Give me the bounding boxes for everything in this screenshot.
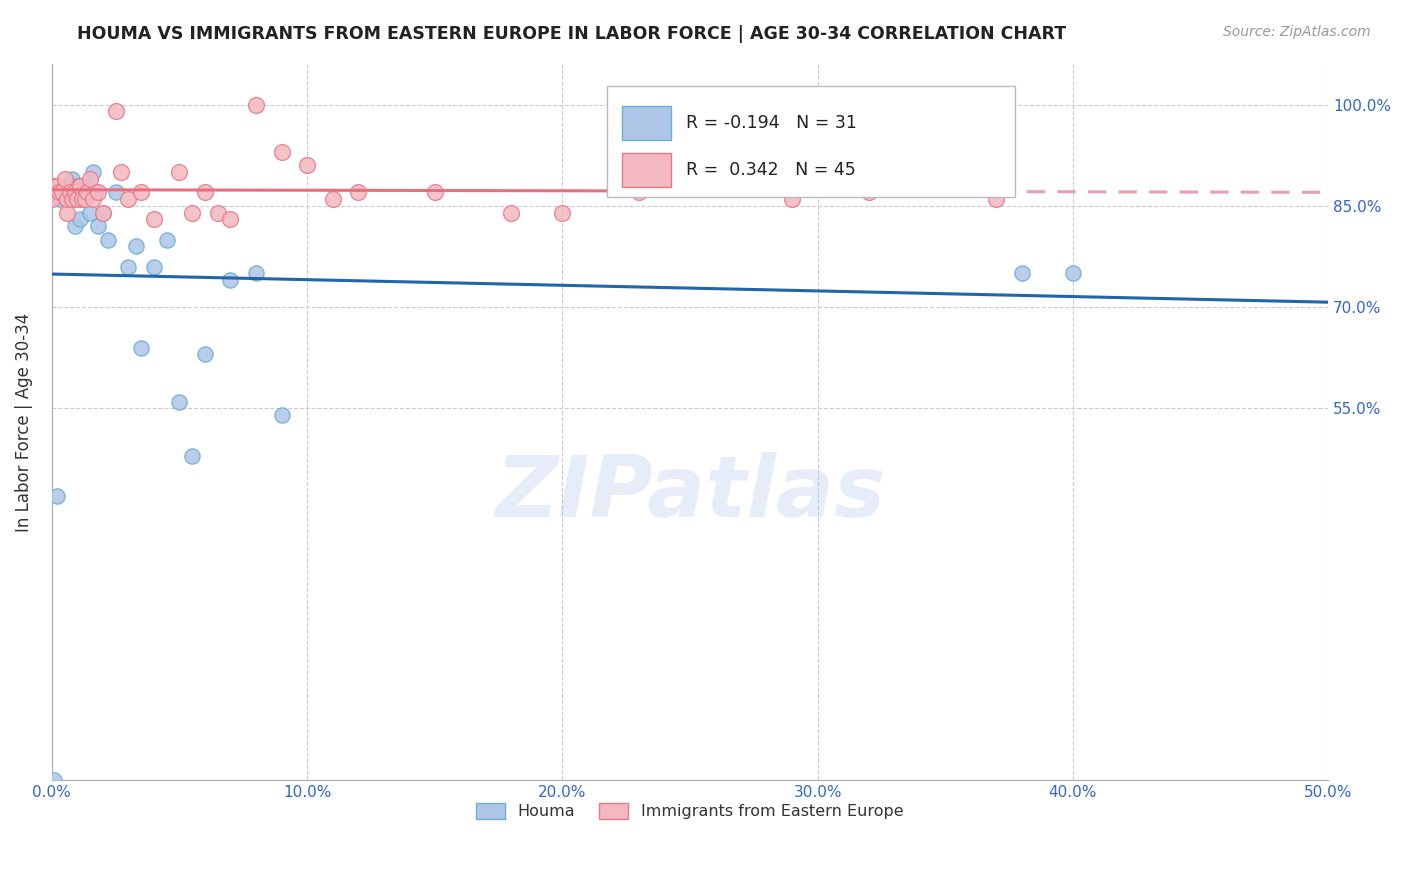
Point bbox=[60, 172, 83, 186]
Legend: Houma, Immigrants from Eastern Europe: Houma, Immigrants from Eastern Europe bbox=[470, 797, 910, 826]
Point bbox=[59, 178, 82, 193]
Point bbox=[59, 186, 82, 200]
Text: ZIPatlas: ZIPatlas bbox=[495, 452, 884, 535]
Point bbox=[53, 172, 76, 186]
Point bbox=[142, 260, 165, 274]
Point bbox=[72, 192, 94, 206]
Point bbox=[44, 772, 66, 787]
Point bbox=[48, 186, 70, 200]
Point bbox=[501, 205, 523, 219]
Point bbox=[41, 192, 63, 206]
Point bbox=[181, 449, 204, 463]
Point bbox=[41, 186, 63, 200]
Point bbox=[69, 212, 91, 227]
Text: Source: ZipAtlas.com: Source: ZipAtlas.com bbox=[1223, 25, 1371, 39]
Point bbox=[63, 219, 86, 234]
Point bbox=[245, 97, 267, 112]
Y-axis label: In Labor Force | Age 30-34: In Labor Force | Age 30-34 bbox=[15, 312, 32, 532]
Text: R =  0.342   N = 45: R = 0.342 N = 45 bbox=[686, 161, 856, 179]
Point bbox=[45, 489, 67, 503]
Point bbox=[858, 186, 880, 200]
Point bbox=[322, 192, 344, 206]
Point bbox=[60, 192, 83, 206]
Point bbox=[270, 409, 292, 423]
Point bbox=[110, 165, 132, 179]
Point bbox=[347, 186, 370, 200]
Point bbox=[76, 178, 98, 193]
Point bbox=[82, 192, 104, 206]
Point bbox=[48, 192, 70, 206]
Point bbox=[627, 186, 650, 200]
Point bbox=[129, 341, 152, 355]
Point bbox=[270, 145, 292, 159]
Point bbox=[44, 178, 66, 193]
Point bbox=[86, 186, 108, 200]
Point bbox=[704, 165, 727, 179]
Point bbox=[117, 260, 139, 274]
Point bbox=[194, 186, 217, 200]
Point bbox=[53, 186, 76, 200]
Point bbox=[91, 205, 114, 219]
Point bbox=[129, 186, 152, 200]
Point bbox=[986, 192, 1008, 206]
Point bbox=[56, 192, 79, 206]
Point bbox=[51, 186, 73, 200]
Point bbox=[66, 192, 89, 206]
Point bbox=[56, 205, 79, 219]
Point bbox=[63, 186, 86, 200]
Point bbox=[117, 192, 139, 206]
Text: HOUMA VS IMMIGRANTS FROM EASTERN EUROPE IN LABOR FORCE | AGE 30-34 CORRELATION C: HOUMA VS IMMIGRANTS FROM EASTERN EUROPE … bbox=[77, 25, 1067, 43]
Text: R = -0.194   N = 31: R = -0.194 N = 31 bbox=[686, 114, 858, 132]
Point bbox=[66, 178, 89, 193]
Point bbox=[73, 186, 96, 200]
Point bbox=[125, 239, 148, 253]
Point bbox=[169, 165, 191, 179]
Point bbox=[84, 186, 107, 200]
Point bbox=[91, 205, 114, 219]
FancyBboxPatch shape bbox=[623, 105, 671, 140]
Point bbox=[156, 233, 179, 247]
Point bbox=[245, 267, 267, 281]
Point bbox=[76, 186, 98, 200]
FancyBboxPatch shape bbox=[623, 153, 671, 187]
Point bbox=[194, 347, 217, 361]
Point bbox=[104, 186, 127, 200]
Point bbox=[45, 178, 67, 193]
Point bbox=[79, 205, 101, 219]
Point bbox=[82, 165, 104, 179]
Point bbox=[73, 192, 96, 206]
Point bbox=[104, 104, 127, 119]
Point bbox=[69, 178, 91, 193]
Point bbox=[1062, 267, 1084, 281]
Point bbox=[207, 205, 229, 219]
Point bbox=[908, 178, 931, 193]
FancyBboxPatch shape bbox=[607, 86, 1015, 196]
Point bbox=[423, 186, 446, 200]
Point bbox=[780, 192, 803, 206]
Point bbox=[219, 273, 242, 287]
Point bbox=[169, 394, 191, 409]
Point bbox=[86, 219, 108, 234]
Point bbox=[97, 233, 120, 247]
Point bbox=[551, 205, 574, 219]
Point bbox=[1011, 267, 1033, 281]
Point bbox=[219, 212, 242, 227]
Point bbox=[79, 172, 101, 186]
Point bbox=[181, 205, 204, 219]
Point bbox=[295, 158, 318, 172]
Point bbox=[142, 212, 165, 227]
